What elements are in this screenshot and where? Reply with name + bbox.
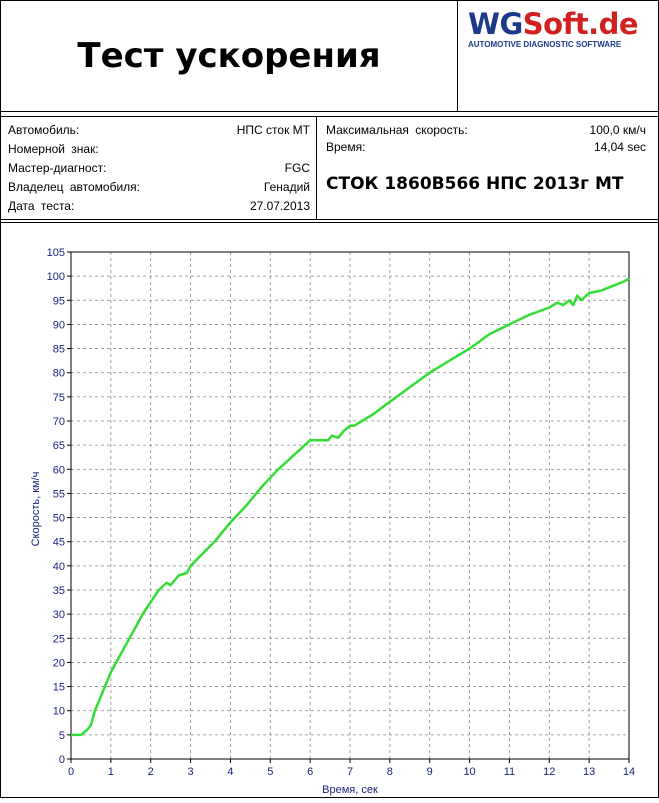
logo-subtitle: AUTOMOTIVE DIAGNOSTIC SOFTWARE (468, 40, 622, 49)
logo-part-2: Soft.de (522, 7, 639, 41)
series-layer (71, 277, 630, 737)
x-tick-label: 3 (188, 766, 194, 778)
y-tick-label: 10 (53, 706, 65, 718)
info-row-time: Время: 14,04 sec (326, 140, 646, 158)
info-label: Номерной знак: (8, 142, 99, 156)
x-tick-label: 8 (387, 766, 393, 778)
y-tick-label: 100 (47, 271, 65, 283)
speed-curve (71, 277, 630, 737)
y-tick-label: 60 (53, 464, 65, 476)
y-tick-label: 45 (53, 537, 65, 549)
x-tick-label: 1 (108, 766, 114, 778)
info-row-owner: Владелец автомобиля: Генадий (8, 180, 310, 198)
x-tick-label: 12 (543, 766, 555, 778)
test-info-panel: Автомобиль: НПС сток МТ Номерной знак: М… (1, 116, 658, 220)
info-label: Дата теста: (8, 199, 75, 213)
y-tick-label: 105 (47, 247, 65, 259)
y-tick-label: 75 (53, 392, 65, 404)
x-tick-label: 4 (227, 766, 233, 778)
x-tick-label: 2 (148, 766, 154, 778)
x-axis-label: Время, сек (322, 784, 378, 796)
info-label: Мастер-диагност: (8, 161, 107, 175)
tick-labels: 0 1 2 3 4 5 6 7 8 9 10 11 12 13 1405101520253035404550… (47, 247, 635, 778)
y-tick-label: 15 (53, 682, 65, 694)
info-value: 27.07.2013 (249, 199, 310, 213)
chart-area: 0 1 2 3 4 5 6 7 8 9 10 11 12 13 14 0 5 10 15 20 25 30 35 40 45 50… (1, 222, 658, 798)
y-tick-label: 5 (59, 730, 65, 742)
info-label: Время: (326, 140, 366, 154)
y-tick-label: 20 (53, 657, 65, 669)
info-value: 100,0 км/ч (589, 123, 646, 137)
y-tick-label: 55 (53, 488, 65, 500)
x-tick-label: 6 (307, 766, 313, 778)
y-tick-label: 50 (53, 513, 65, 525)
info-row-max-speed: Максимальная скорость: 100,0 км/ч (326, 123, 646, 141)
info-value: Генадий (263, 180, 310, 194)
info-label: Автомобиль: (8, 123, 80, 137)
x-tick-label: 11 (504, 766, 515, 778)
info-row-plate: Номерной знак: (8, 142, 310, 160)
report-title: Тест ускорения (77, 36, 381, 76)
test-name: СТОК 1860В566 НПС 2013г МТ (326, 174, 624, 194)
y-tick-label: 70 (53, 416, 65, 428)
result-info: Максимальная скорость: 100,0 км/ч Время:… (317, 117, 658, 219)
chart-grid (71, 252, 629, 759)
info-label: Максимальная скорость: (326, 123, 468, 137)
y-tick-label: 0 (59, 754, 65, 766)
info-row-master: Мастер-диагност: FGC (8, 161, 310, 179)
info-value: НПС сток МТ (236, 123, 310, 137)
y-tick-label: 30 (53, 609, 65, 621)
x-tick-label: 5 (267, 766, 273, 778)
x-tick-label: 13 (583, 766, 595, 778)
logo: WGSoft.de AUTOMOTIVE DIAGNOSTIC SOFTWARE (457, 1, 658, 111)
y-tick-label: 35 (53, 585, 65, 597)
x-tick-label: 0 (68, 766, 74, 778)
logo-part-1: WG (468, 7, 523, 41)
y-tick-label: 80 (53, 368, 65, 380)
x-tick-label: 14 (623, 766, 635, 778)
vehicle-info: Автомобиль: НПС сток МТ Номерной знак: М… (1, 117, 317, 219)
info-label: Владелец автомобиля: (8, 180, 140, 194)
x-tick-label: 10 (463, 766, 475, 778)
y-tick-label: 90 (53, 319, 65, 331)
x-tick-label: 7 (347, 766, 353, 778)
y-tick-label: 95 (53, 295, 65, 307)
logo-wordmark: WGSoft.de (468, 7, 639, 41)
info-row-car: Автомобиль: НПС сток МТ (8, 123, 310, 141)
y-tick-label: 65 (53, 440, 65, 452)
y-axis-label: Скорость, км/ч (30, 472, 42, 547)
x-tick-label: 9 (427, 766, 433, 778)
info-value: 14,04 sec (593, 140, 646, 154)
y-tick-label: 25 (53, 633, 65, 645)
info-row-date: Дата теста: 27.07.2013 (8, 199, 310, 217)
report-header: Тест ускорения WGSoft.de AUTOMOTIVE DIAG… (1, 1, 658, 112)
y-tick-label: 85 (53, 344, 65, 356)
y-tick-label: 40 (53, 561, 65, 573)
acceleration-chart: 0 1 2 3 4 5 6 7 8 9 10 11 12 13 1405101520253035404550… (30, 247, 635, 796)
info-value: FGC (284, 161, 310, 175)
